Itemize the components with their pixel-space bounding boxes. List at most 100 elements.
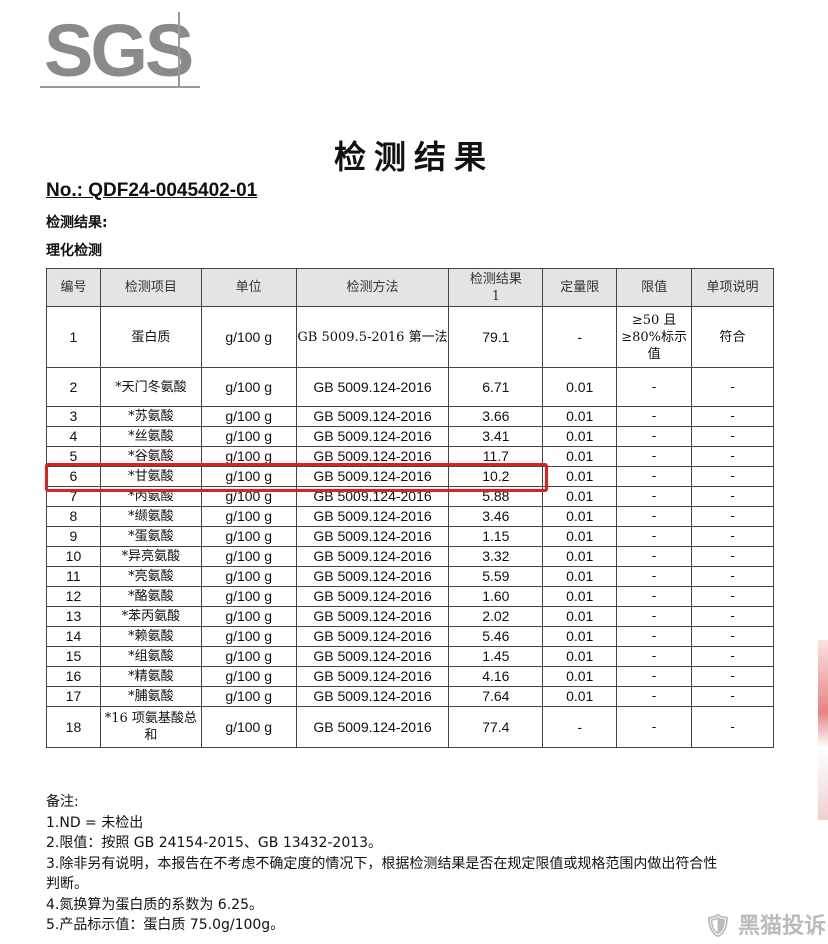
table-cell: - [691, 367, 774, 407]
table-row: 17 *脯氨酸 g/100 g GB 5009.124-2016 7.64 0.01- - [46, 686, 774, 707]
table-cell: *甘氨酸 [99, 466, 202, 487]
table-cell: 5.59 [448, 566, 544, 587]
table-cell: g/100 g [200, 306, 297, 368]
table-cell: 3.32 [448, 546, 544, 567]
table-row: 10 *异亮氨酸 g/100 g GB 5009.124-2016 3.32 0.01- - [46, 546, 774, 567]
note-line: 1.ND = 未检出 [46, 814, 144, 831]
logo-divider-vertical [178, 12, 180, 88]
table-cell: - [616, 666, 693, 687]
table-cell: GB 5009.124-2016 [295, 426, 450, 447]
table-cell: 1 [46, 306, 101, 368]
table-cell: 符合 [691, 306, 774, 368]
table-cell: 10 [46, 546, 101, 567]
table-cell: g/100 g [200, 466, 297, 487]
table-cell: g/100 g [200, 626, 297, 647]
table-cell: g/100 g [200, 426, 297, 447]
table-cell: 3.66 [448, 406, 544, 427]
table-cell: 4 [46, 426, 101, 447]
table-cell: - [616, 367, 693, 407]
table-cell: - [691, 606, 774, 627]
table-cell: *缬氨酸 [99, 506, 202, 527]
background-edge [818, 640, 828, 820]
table-cell: 0.01 [542, 446, 618, 467]
table-cell: ≥50 且≥80%标示值 [616, 306, 693, 368]
table-row: 13 *苯丙氨酸 g/100 g GB 5009.124-2016 2.02 0.01- - [46, 606, 774, 627]
table-cell: *亮氨酸 [99, 566, 202, 587]
table-cell: GB 5009.124-2016 [295, 546, 450, 567]
table-cell: 0.01 [542, 526, 618, 547]
table-cell: 7.64 [448, 686, 544, 707]
table-cell: - [691, 686, 774, 707]
table-cell: - [691, 506, 774, 527]
table-cell: 0.01 [542, 666, 618, 687]
table-cell: - [616, 486, 693, 507]
table-cell: 3.41 [448, 426, 544, 447]
table-cell: *苯丙氨酸 [99, 606, 202, 627]
table-cell: g/100 g [200, 446, 297, 467]
column-header: 限值 [616, 268, 693, 307]
table-cell: g/100 g [200, 406, 297, 427]
table-cell: - [616, 426, 693, 447]
note-line: 5.产品标示值：蛋白质 75.0g/100g。 [46, 917, 285, 933]
table-cell: g/100 g [200, 666, 297, 687]
table-cell: 3 [46, 406, 101, 427]
table-cell: *酪氨酸 [99, 586, 202, 607]
table-cell: - [691, 546, 774, 567]
table-cell: 12 [46, 586, 101, 607]
table-cell: *赖氨酸 [99, 626, 202, 647]
table-cell: - [691, 426, 774, 447]
table-cell: 18 [46, 706, 101, 748]
notes: 备注: 1.ND = 未检出 2.限值：按照 GB 24154-2015、GB 13… [46, 792, 717, 936]
column-header: 定量限 [542, 268, 618, 307]
table-cell: 1.45 [448, 646, 544, 667]
table-cell: 10.2 [448, 466, 544, 487]
table-cell: *丝氨酸 [99, 426, 202, 447]
table-row: 8 *缬氨酸 g/100 g GB 5009.124-2016 3.46 0.01- - [46, 506, 774, 527]
table-cell: - [691, 466, 774, 487]
table-cell: GB 5009.124-2016 [295, 686, 450, 707]
table-row: 18 *16 项氨基酸总和 g/100 g GB 5009.124-2016 77.4-… [46, 706, 774, 748]
table-cell: GB 5009.124-2016 [295, 566, 450, 587]
table-cell: g/100 g [200, 506, 297, 527]
table-cell: 0.01 [542, 486, 618, 507]
table-cell: *苏氨酸 [99, 406, 202, 427]
table-cell: - [616, 626, 693, 647]
table-cell: 14 [46, 626, 101, 647]
table-cell: 5.46 [448, 626, 544, 647]
section-sublabel: 理化检测 [46, 243, 102, 259]
table-cell: - [691, 646, 774, 667]
table-cell: GB 5009.5-2016 第一法 [295, 306, 450, 368]
table-cell: 0.01 [542, 546, 618, 567]
table-cell: 13 [46, 606, 101, 627]
table-cell: g/100 g [200, 586, 297, 607]
note-line: 3.除非另有说明，本报告在不考虑不确定度的情况下，根据检测结果是否在规定限值或规… [46, 855, 718, 872]
table-cell: GB 5009.124-2016 [295, 666, 450, 687]
table-row: 2 *天门冬氨酸 g/100 g GB 5009.124-2016 6.71 0.01- - [46, 367, 774, 407]
table-cell: - [616, 546, 693, 567]
note-line: 备注: [46, 794, 79, 810]
table-cell: - [616, 446, 693, 467]
table-cell: GB 5009.124-2016 [295, 526, 450, 547]
table-row: 1 蛋白质 g/100 g GB 5009.5-2016 第一法 79.1- ≥50 且≥… [46, 306, 774, 368]
table-cell: *16 项氨基酸总和 [99, 706, 202, 748]
table-cell: - [691, 706, 774, 748]
table-cell: - [542, 306, 618, 368]
table-cell: 0.01 [542, 506, 618, 527]
table-cell: - [616, 686, 693, 707]
highlight-box [45, 463, 548, 492]
column-header: 检测方法 [295, 268, 450, 307]
table-cell: 1.15 [448, 526, 544, 547]
table-cell: GB 5009.124-2016 [295, 506, 450, 527]
table-cell: - [616, 566, 693, 587]
table-cell: - [691, 526, 774, 547]
table-cell: g/100 g [200, 566, 297, 587]
table-cell: - [691, 626, 774, 647]
table-cell: *脯氨酸 [99, 686, 202, 707]
table-cell: g/100 g [200, 526, 297, 547]
table-cell: - [616, 606, 693, 627]
table-cell: GB 5009.124-2016 [295, 646, 450, 667]
table-cell: *蛋氨酸 [99, 526, 202, 547]
table-cell: - [691, 666, 774, 687]
table-cell: 0.01 [542, 426, 618, 447]
